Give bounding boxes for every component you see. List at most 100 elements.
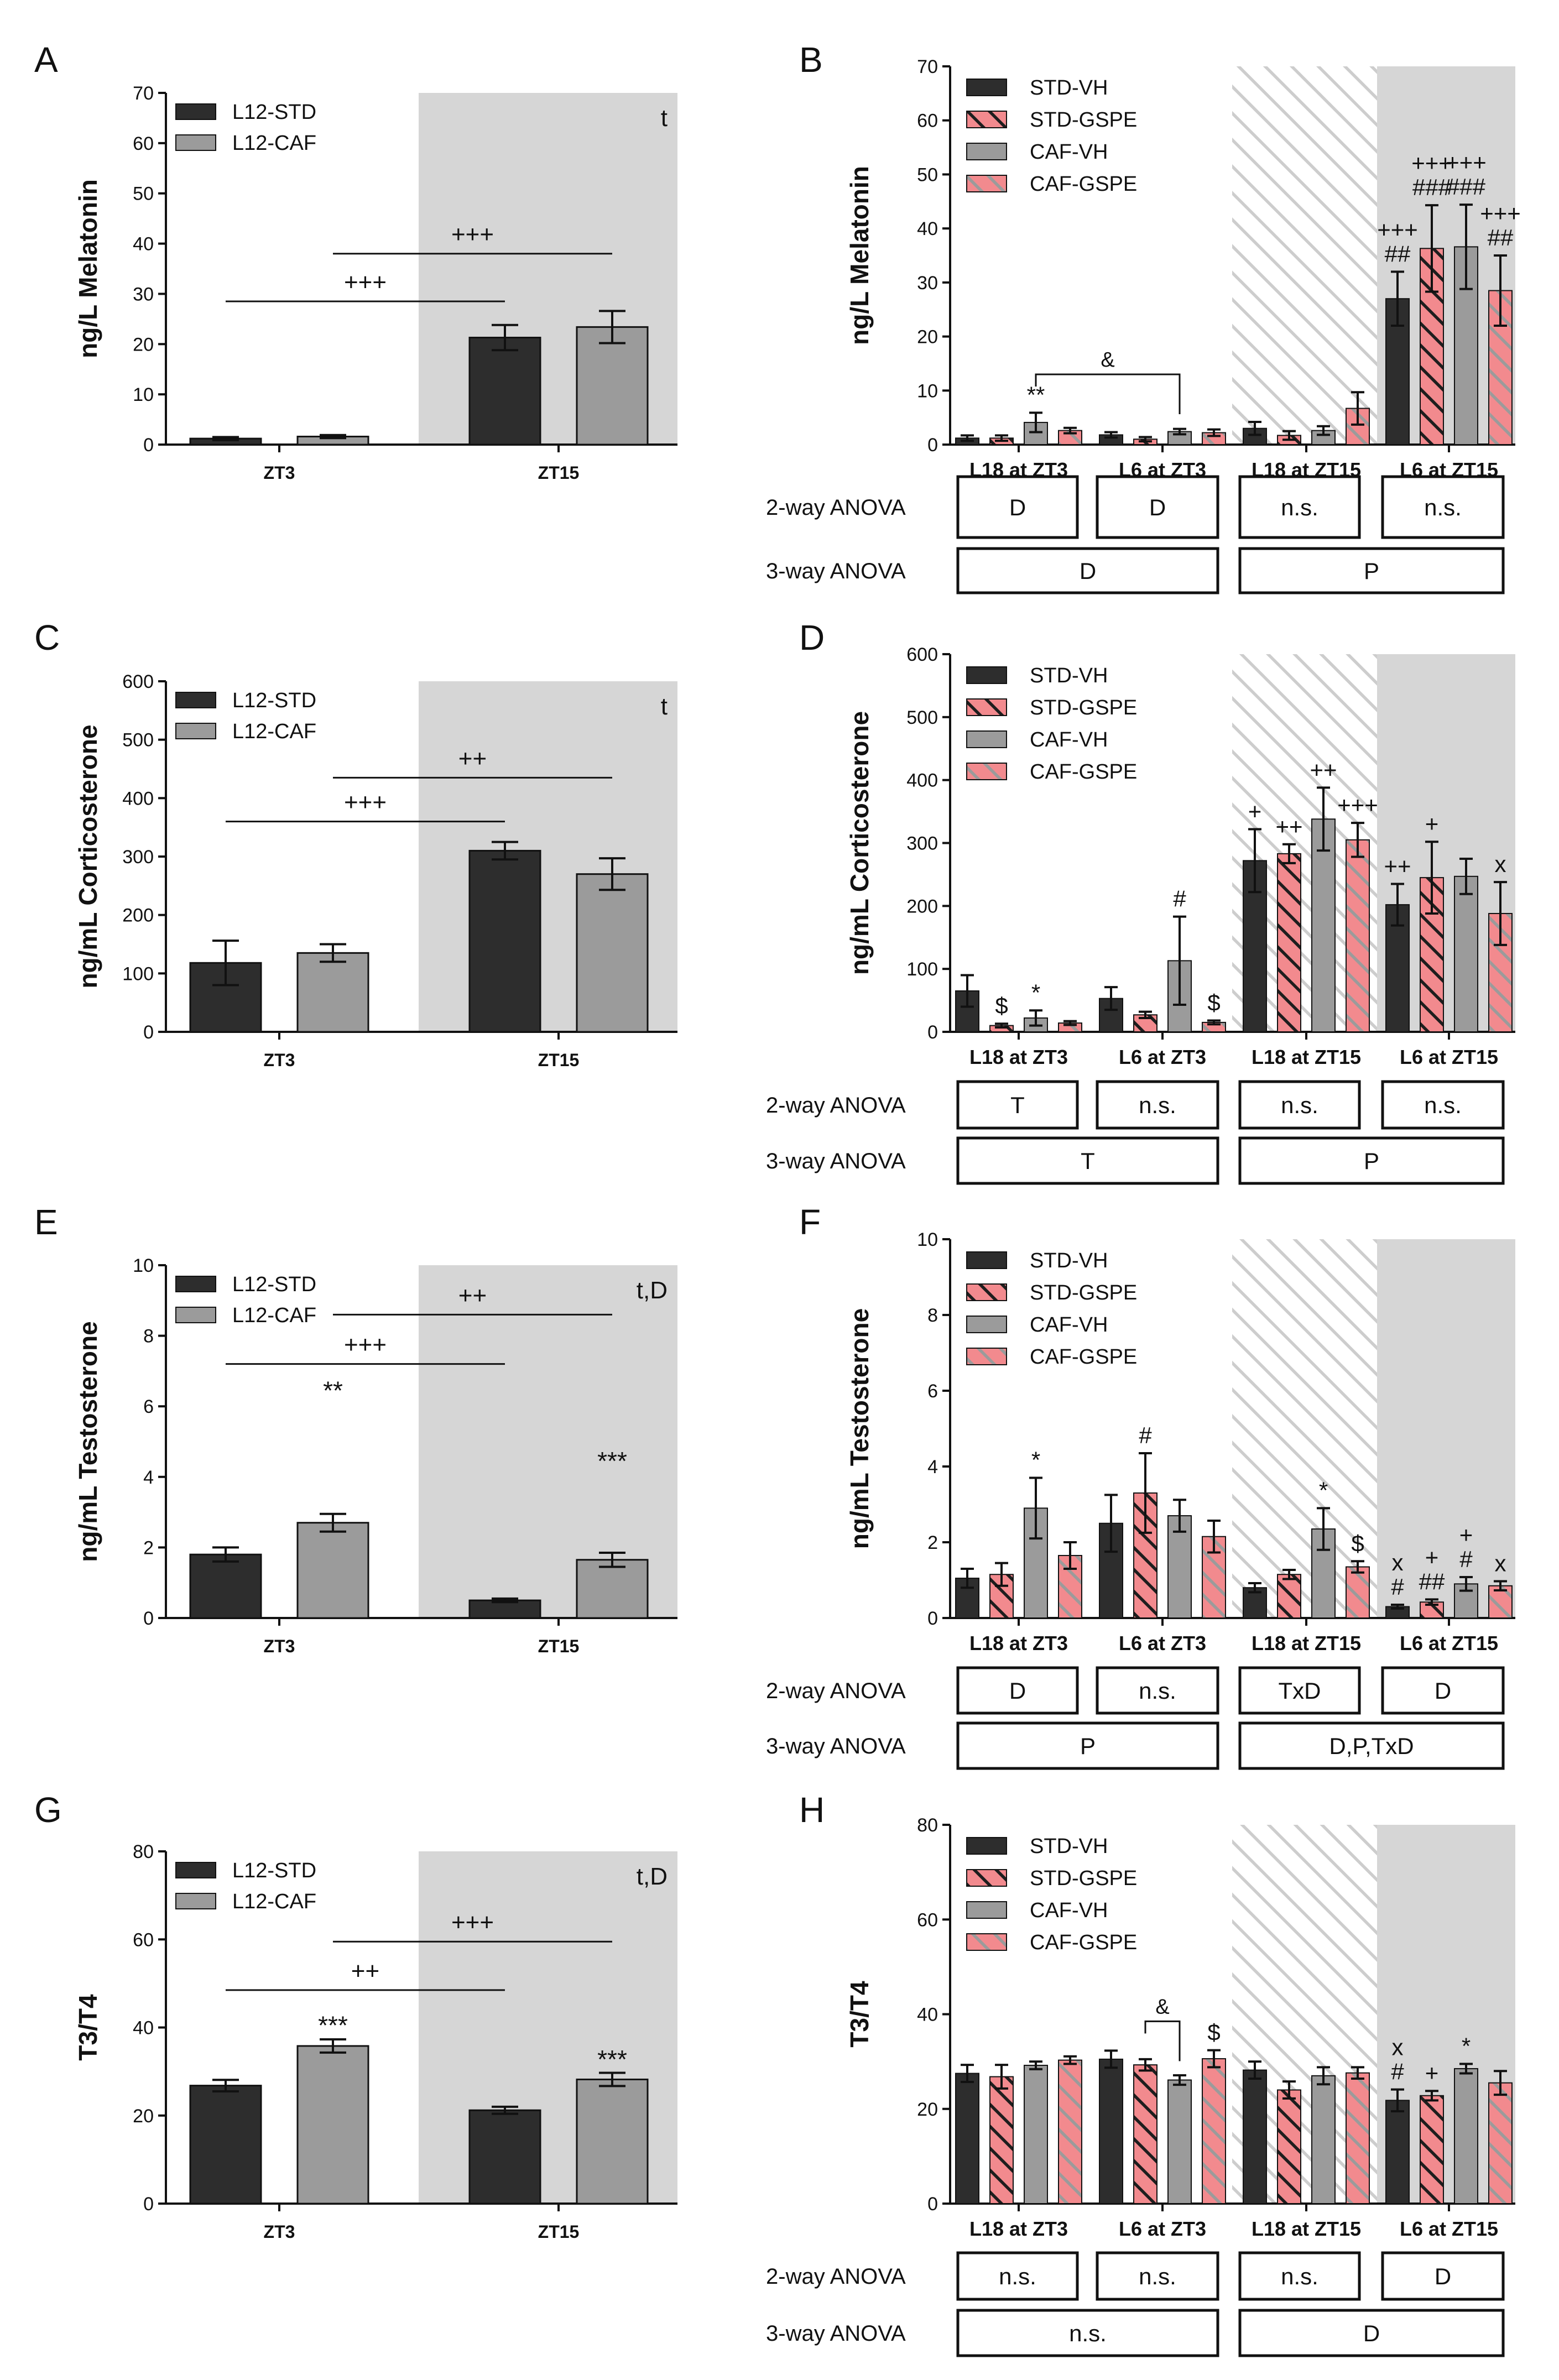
anova-row-label: 3-way ANOVA bbox=[766, 559, 906, 583]
y-tick-label: 40 bbox=[133, 234, 154, 255]
panel-letter: E bbox=[34, 1202, 58, 1242]
y-tick-label: 10 bbox=[917, 380, 938, 401]
bar bbox=[576, 326, 649, 446]
x-tick-label: ZT3 bbox=[264, 1636, 295, 1656]
significance-label: + bbox=[1459, 1522, 1473, 1548]
y-tick-label: 0 bbox=[927, 1608, 938, 1629]
anova2-result: n.s. bbox=[999, 2263, 1036, 2289]
significance-label: $ bbox=[1207, 2019, 1220, 2045]
x-tick-label: L6 at ZT15 bbox=[1400, 1632, 1498, 1654]
anova-row-label: 3-way ANOVA bbox=[766, 1149, 906, 1173]
legend-swatch bbox=[966, 1348, 1007, 1365]
legend-label: STD-GSPE bbox=[1030, 696, 1137, 719]
anova2-result: n.s. bbox=[1424, 1092, 1462, 1118]
legend-label: L12-STD bbox=[232, 1273, 316, 1296]
y-axis-title: ng/mL Testosterone bbox=[74, 1321, 102, 1562]
significance-label: * bbox=[1031, 1447, 1040, 1473]
legend-label: STD-GSPE bbox=[1030, 1281, 1137, 1304]
significance-label: +++ bbox=[1377, 216, 1418, 242]
significance-label: ### bbox=[1412, 174, 1452, 200]
anova2-box bbox=[1381, 1666, 1505, 1715]
anova3-result: n.s. bbox=[1069, 2320, 1107, 2346]
panel-letter: D bbox=[799, 618, 825, 657]
bar bbox=[1454, 875, 1478, 1032]
y-tick-label: 60 bbox=[133, 1929, 154, 1950]
y-tick-label: 500 bbox=[906, 707, 938, 728]
legend-swatch bbox=[966, 1901, 1007, 1919]
panel-F: 0 2 4 6 8 10 ng/mL Testosterone F L18 at ZT3 L6 a… bbox=[766, 1202, 1515, 1770]
significance-label: ++ bbox=[1275, 813, 1302, 839]
anova2-result: n.s. bbox=[1139, 1678, 1176, 1704]
panel-letter: C bbox=[34, 618, 60, 657]
bar bbox=[296, 2045, 369, 2205]
panel-letter: G bbox=[34, 1790, 62, 1830]
anova2-box bbox=[956, 1666, 1079, 1715]
comparison-bracket bbox=[1035, 373, 1181, 414]
x-tick-label: L18 at ZT3 bbox=[969, 2217, 1068, 2240]
x-tick-label: L6 at ZT15 bbox=[1400, 2217, 1498, 2240]
significance-label: ## bbox=[1419, 1568, 1445, 1594]
light-phase-hatch bbox=[1232, 66, 1377, 445]
bar bbox=[1346, 1566, 1370, 1619]
legend-swatch bbox=[966, 730, 1007, 748]
anova2-box bbox=[1096, 1666, 1219, 1715]
anova2-box bbox=[1238, 475, 1361, 539]
significance-label: ++ bbox=[1384, 853, 1411, 879]
legend-label: STD-VH bbox=[1030, 76, 1108, 100]
y-tick-label: 50 bbox=[133, 184, 154, 205]
y-axis-title: T3/T4 bbox=[845, 1981, 874, 2048]
legend-swatch bbox=[175, 1307, 216, 1323]
y-tick-label: 300 bbox=[122, 847, 154, 868]
significance-label: ### bbox=[1447, 174, 1486, 200]
legend-label: L12-STD bbox=[232, 689, 316, 712]
legend-label: CAF-GSPE bbox=[1030, 760, 1137, 784]
anova2-box bbox=[956, 1080, 1079, 1130]
anova3-result: D bbox=[1363, 2320, 1380, 2346]
y-tick-label: 0 bbox=[143, 435, 154, 456]
anova3-result: T bbox=[1081, 1148, 1095, 1174]
y-tick-label: 400 bbox=[122, 788, 154, 809]
y-tick-label: 4 bbox=[143, 1467, 154, 1488]
y-tick-label: 40 bbox=[917, 2005, 938, 2026]
y-tick-label: 30 bbox=[917, 273, 938, 294]
anova2-box bbox=[1238, 2251, 1361, 2301]
bar bbox=[189, 2085, 262, 2205]
y-axis-title: ng/mL Testosterone bbox=[845, 1308, 874, 1549]
bar bbox=[1133, 2064, 1157, 2204]
anova3-box bbox=[1238, 1136, 1505, 1185]
x-tick-label: ZT15 bbox=[538, 2222, 580, 2242]
y-axis-title: ng/mL Corticosterone bbox=[845, 711, 874, 975]
anova2-box bbox=[956, 2251, 1079, 2301]
legend-swatch bbox=[175, 134, 216, 151]
x-tick-label: ZT3 bbox=[264, 463, 295, 483]
y-axis-title: ng/L Melatonin bbox=[845, 166, 874, 345]
panel-H: 0 20 40 60 80 T3/T4 H L18 at ZT3 L6 at ZT3 L18 at… bbox=[766, 1790, 1515, 2357]
x-tick-label: L6 at ZT3 bbox=[1119, 1046, 1206, 1068]
bar bbox=[989, 2076, 1014, 2204]
anova2-result: n.s. bbox=[1281, 2263, 1318, 2289]
legend-swatch bbox=[966, 1869, 1007, 1887]
significance-label: $ bbox=[995, 993, 1008, 1019]
anova2-result: n.s. bbox=[1281, 1092, 1318, 1118]
bar bbox=[1277, 1574, 1301, 1619]
anova2-result: D bbox=[1435, 2263, 1451, 2289]
y-tick-label: 8 bbox=[927, 1305, 938, 1326]
anova-row-label: 3-way ANOVA bbox=[766, 1734, 906, 1758]
bar bbox=[1058, 2059, 1082, 2204]
bar bbox=[1346, 2072, 1370, 2205]
y-tick-label: 70 bbox=[917, 56, 938, 77]
panel-E: 0 2 4 6 8 10 ng/mL Testosterone E ZT3 ZT15 L12-STD… bbox=[34, 1202, 677, 1656]
legend-swatch bbox=[966, 1283, 1007, 1301]
significance-label: x bbox=[1495, 851, 1506, 877]
anova2-box bbox=[1381, 1080, 1505, 1130]
significance-label: # bbox=[1173, 886, 1186, 912]
legend-label: CAF-VH bbox=[1030, 728, 1108, 751]
bar bbox=[1488, 2082, 1513, 2204]
significance-label: $ bbox=[1351, 1530, 1364, 1556]
legend-swatch bbox=[175, 692, 216, 708]
comparison-label: ++ bbox=[458, 745, 487, 772]
anova2-result: D bbox=[1435, 1678, 1451, 1704]
significance-label: +++ bbox=[1446, 149, 1487, 175]
y-tick-label: 50 bbox=[917, 164, 938, 185]
